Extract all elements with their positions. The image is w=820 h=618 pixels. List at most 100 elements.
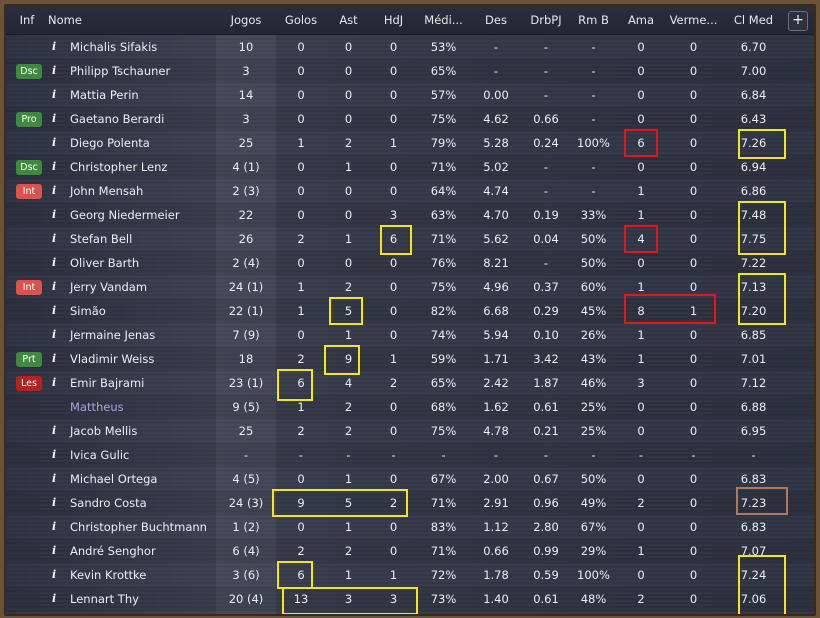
table-row[interactable]: i Oliver Barth 2 (4) 0 0 0 76% 8.21 - 50% 0 0 7.22 [6, 251, 814, 275]
table-row[interactable]: i Michael Ortega 4 (5) 0 1 0 67% 2.00 0.67 50% 0 0 6… [6, 467, 814, 491]
player-name[interactable]: Kevin Krottke [70, 568, 147, 582]
info-icon[interactable]: i [52, 136, 57, 149]
info-icon[interactable]: i [52, 352, 57, 365]
table-row[interactable]: Dsc i Christopher Lenz 4 (1) 0 1 0 71% 5.02 - - 0 0 6… [6, 155, 814, 179]
cell-ast: 0 [344, 112, 353, 126]
player-name[interactable]: John Mensah [70, 184, 144, 198]
column-header-drbpj[interactable]: DrbPJ [530, 13, 562, 27]
info-icon[interactable]: i [52, 88, 57, 101]
player-name[interactable]: Lennart Thy [70, 592, 139, 606]
info-icon[interactable]: i [52, 232, 57, 245]
player-name[interactable]: Emir Bajrami [70, 376, 145, 390]
column-header-verm[interactable]: Verme... [669, 13, 718, 27]
cell-rmb: 25% [580, 400, 607, 414]
table-row[interactable]: i Michalis Sifakis 10 0 0 0 53% - - - 0 0 6.70 [6, 35, 814, 59]
table-row[interactable]: i Kevin Krottke 3 (6) 6 1 1 72% 1.78 0.59 100% 0 0 7… [6, 563, 814, 587]
info-icon[interactable]: i [52, 280, 57, 293]
info-icon[interactable]: i [52, 112, 57, 125]
player-name[interactable]: Simão [70, 304, 106, 318]
info-icon[interactable]: i [52, 448, 57, 461]
column-header-des[interactable]: Des [485, 13, 507, 27]
column-header-inf[interactable]: Inf [19, 13, 35, 27]
player-name[interactable]: Jacob Mellis [70, 424, 138, 438]
table-row[interactable]: Prt i Vladimir Weiss 18 2 9 1 59% 1.71 3.42 43% 1 0 7… [6, 347, 814, 371]
column-header-clmed[interactable]: Cl Med [733, 13, 774, 27]
table-row[interactable]: i Lennart Thy 20 (4) 13 3 3 73% 1.40 0.61 48% 2 0 7.… [6, 587, 814, 611]
info-icon[interactable]: i [52, 520, 57, 533]
cell-verm: 0 [689, 208, 698, 222]
info-icon[interactable]: i [52, 592, 57, 605]
table-row[interactable]: i Christopher Buchtmann 1 (2) 0 1 0 83% 1.12 2.8… [6, 515, 814, 539]
info-icon[interactable]: i [52, 184, 57, 197]
cell-jogos: 18 [238, 352, 254, 366]
add-column-button[interactable]: + [788, 11, 808, 31]
table-row[interactable]: i Ivica Gulic - - - - - - - - - - - [6, 443, 814, 467]
column-header-golos[interactable]: Golos [284, 13, 318, 27]
cell-rmb: - [591, 160, 596, 174]
table-row[interactable]: Mattheus 9 (5) 1 2 0 68% 1.62 0.61 25% 0 0 6.88 [6, 395, 814, 419]
table-row[interactable]: i Sandro Costa 24 (3) 9 5 2 71% 2.91 0.96 49% 2 0 7.… [6, 491, 814, 515]
info-icon[interactable]: i [52, 544, 57, 557]
info-icon[interactable]: i [52, 304, 57, 317]
status-badge[interactable]: Les [16, 376, 42, 391]
player-name[interactable]: Michalis Sifakis [70, 40, 158, 54]
info-icon[interactable]: i [52, 40, 57, 53]
player-name[interactable]: Michael Ortega [70, 472, 158, 486]
cell-golos: 0 [297, 472, 305, 486]
player-name[interactable]: Christopher Buchtmann [70, 520, 207, 534]
column-header-ama[interactable]: Ama [627, 13, 655, 27]
table-row[interactable]: i Mattia Perin 14 0 0 0 57% 0.00 - - 0 0 6.84 [6, 83, 814, 107]
status-badge[interactable]: Int [16, 184, 42, 199]
table-row[interactable]: Int i John Mensah 2 (3) 0 0 0 64% 4.74 - - 1 0 6.86 [6, 179, 814, 203]
column-header-hdj[interactable]: HdJ [383, 13, 404, 27]
status-badge[interactable]: Dsc [16, 64, 42, 79]
info-icon[interactable]: i [52, 472, 57, 485]
status-badge[interactable]: Int [16, 280, 42, 295]
player-name[interactable]: Georg Niedermeier [70, 208, 180, 222]
player-name[interactable]: Christopher Lenz [70, 160, 168, 174]
table-row[interactable]: Int i Jerry Vandam 24 (1) 1 2 0 75% 4.96 0.37 60% 1… [6, 275, 814, 299]
info-icon[interactable]: i [52, 64, 57, 77]
status-badge[interactable]: Prt [16, 352, 42, 367]
status-badge[interactable]: Pro [16, 112, 42, 127]
info-icon[interactable]: i [52, 160, 57, 173]
table-row[interactable]: i Stefan Bell 26 2 1 6 71% 5.62 0.04 50% 4 0 7.75 [6, 227, 814, 251]
player-name[interactable]: Gaetano Berardi [70, 112, 165, 126]
status-badge[interactable]: Dsc [16, 160, 42, 175]
info-icon[interactable]: i [52, 496, 57, 509]
info-icon[interactable]: i [52, 208, 57, 221]
player-name[interactable]: Stefan Bell [70, 232, 133, 246]
info-icon[interactable]: i [52, 376, 57, 389]
player-name[interactable]: Jerry Vandam [70, 280, 148, 294]
player-name[interactable]: Vladimir Weiss [70, 352, 155, 366]
info-icon[interactable]: i [52, 256, 57, 269]
column-header-media[interactable]: Médi... [424, 13, 463, 27]
info-icon[interactable]: i [52, 328, 57, 341]
table-row[interactable]: i André Senghor 6 (4) 2 2 0 71% 0.66 0.99 29% 1 0 7.… [6, 539, 814, 563]
column-header-ast[interactable]: Ast [339, 13, 358, 27]
player-name[interactable]: Diego Polenta [70, 136, 150, 150]
info-icon[interactable]: i [52, 424, 57, 437]
column-header-jogos[interactable]: Jogos [230, 13, 262, 27]
player-name[interactable]: Sandro Costa [70, 496, 147, 510]
table-row[interactable]: Pro i Gaetano Berardi 3 0 0 0 75% 4.62 0.66 - 0 0 6.4… [6, 107, 814, 131]
column-header-nome[interactable]: Nome [48, 13, 82, 27]
player-name[interactable]: Jermaine Jenas [70, 328, 156, 342]
table-row[interactable]: i Jacob Mellis 25 2 2 0 75% 4.78 0.21 25% 0 0 6.95 [6, 419, 814, 443]
table-row[interactable]: i Georg Niedermeier 22 0 0 3 63% 4.70 0.19 33% 1 0 7… [6, 203, 814, 227]
table-row[interactable]: Dsc i Philipp Tschauner 3 0 0 0 65% - - - 0 0 7.00 [6, 59, 814, 83]
player-name[interactable]: Oliver Barth [70, 256, 140, 270]
player-name[interactable]: Philipp Tschauner [70, 64, 171, 78]
player-name[interactable]: André Senghor [70, 544, 156, 558]
table-row[interactable]: i Diego Polenta 25 1 2 1 79% 5.28 0.24 100% 6 0 7.26 [6, 131, 814, 155]
table-row[interactable]: i Simão 22 (1) 1 5 0 82% 6.68 0.29 45% 8 1 7.20 [6, 299, 814, 323]
player-name[interactable]: Ivica Gulic [70, 448, 130, 462]
player-name[interactable]: Mattia Perin [70, 88, 139, 102]
info-icon[interactable]: i [52, 568, 57, 581]
table-row[interactable]: Les i Emir Bajrami 23 (1) 6 4 2 65% 2.42 1.87 46% 3… [6, 371, 814, 395]
cell-jogos: 2 (3) [232, 184, 260, 198]
player-name[interactable]: Mattheus [70, 400, 124, 414]
table-row[interactable]: i Jermaine Jenas 7 (9) 0 1 0 74% 5.94 0.10 26% 1 0 6… [6, 323, 814, 347]
cell-media: 71% [430, 160, 457, 174]
column-header-rmb[interactable]: Rm B [578, 13, 609, 27]
